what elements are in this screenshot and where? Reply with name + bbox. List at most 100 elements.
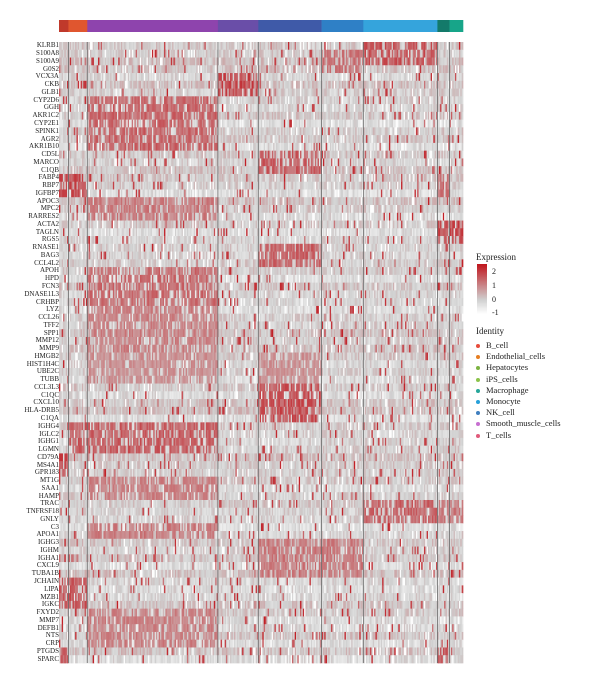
identity-label: Endothelial_cells (486, 351, 545, 361)
gene-label: CRHBP (36, 298, 59, 306)
gene-label: CRP (46, 640, 59, 647)
gene-label: ACTA2 (37, 220, 59, 228)
gene-label: CYP2E1 (34, 120, 59, 127)
gene-label: IGHG1 (38, 438, 59, 445)
color-scale-step (477, 287, 487, 290)
heatmap-row-HPD (59, 274, 464, 283)
gene-label: MARCO (33, 158, 59, 166)
heatmap-row-IGKC (59, 600, 464, 610)
gene-label: FCN3 (42, 283, 59, 290)
identity-item: Hepatocytes (476, 362, 528, 372)
heatmap-row-GGH (59, 104, 464, 113)
heatmap-row-HMGB2 (59, 352, 464, 361)
gene-label: G0S2 (43, 65, 59, 73)
gene-label: SPARC (37, 655, 59, 663)
color-scale-step (477, 312, 487, 314)
gene-label: C3 (51, 523, 59, 531)
heatmap-row-CKB (59, 80, 464, 89)
color-scale-step (477, 283, 487, 286)
gene-label: FXYD2 (36, 609, 59, 616)
heatmap-row-DEFB1 (59, 624, 464, 633)
gene-label: APOA1 (36, 531, 59, 538)
color-scale-step (477, 305, 487, 308)
heatmap-row-TAGLN (59, 228, 464, 237)
color-scale-step (477, 277, 487, 279)
gene-label: CCL4L2 (34, 259, 59, 267)
gene-label: BAG3 (41, 251, 59, 259)
heatmap-row-TNFRSF18 (59, 507, 464, 516)
gene-label: UBE2C (37, 368, 59, 375)
heatmap-row-FXYD2 (59, 608, 464, 617)
identity-item: Smooth_muscle_cells (476, 418, 561, 428)
gene-label: TAGLN (36, 228, 59, 236)
heatmap-row-CCL26 (59, 313, 464, 322)
gene-label: RGS5 (42, 236, 59, 243)
heatmap-row-MZB1 (59, 593, 464, 602)
heatmap-row-TUBB (59, 375, 464, 384)
heatmap-row-MMP12 (59, 336, 464, 346)
heatmap-row-CYP2D6 (59, 96, 464, 105)
cluster-bar-iPS_cells (217, 20, 259, 32)
cluster-bar-Monocyte (321, 20, 364, 32)
heatmap-row-RARRES2 (59, 212, 464, 221)
heatmap-row-LYZ (59, 305, 464, 315)
heatmap-row-IGHG4 (59, 422, 464, 431)
heatmap-row-IGHG1 (59, 437, 464, 446)
gene-label: GGH (44, 104, 59, 111)
gene-label: S100A9 (36, 57, 59, 65)
gene-label: MT1G (40, 477, 59, 484)
cluster-bar-B_cell (59, 20, 69, 32)
gene-label: CD5L (42, 151, 60, 158)
color-scale-step (477, 309, 487, 312)
gene-label: IGLC2 (39, 430, 59, 438)
identity-label: T_cells (486, 430, 511, 440)
identity-label: Smooth_muscle_cells (486, 418, 561, 428)
heatmap-row-SAA1 (59, 484, 464, 493)
gene-label: LYZ (46, 306, 59, 313)
expression-tick-neg1: -1 (492, 308, 499, 317)
heatmap-row-HAMP (59, 492, 464, 501)
heatmap-row-VCX3A (59, 73, 464, 82)
heatmap-row-IGLC2 (59, 430, 464, 439)
heatmap-row-S100A8 (59, 49, 464, 58)
heatmap-row-MT1G (59, 476, 464, 485)
identity-label: NK_cell (486, 407, 515, 417)
color-scale-step (477, 301, 487, 304)
cluster-color-bar (59, 20, 464, 32)
heatmap-row-NTS (59, 631, 464, 641)
gene-label: HMGB2 (34, 352, 59, 360)
gene-label: APOH (40, 267, 59, 274)
heatmap-row-RNASE1 (59, 243, 464, 252)
gene-label: TRAC (40, 500, 59, 507)
heatmap-row-RBP7 (59, 181, 464, 190)
color-scale-step (477, 266, 487, 269)
color-scale-step (477, 291, 487, 293)
gene-label: TNFRSF18 (26, 508, 59, 515)
gene-label: CCL26 (38, 314, 59, 321)
gene-label: KLRB1 (37, 42, 59, 49)
gene-label: TUBB (40, 376, 59, 383)
gene-label: AKR1C2 (33, 112, 59, 119)
heatmap-row-C1QB (59, 166, 464, 175)
heatmap-row-TRAC (59, 499, 464, 509)
gene-label: MZB1 (40, 593, 59, 601)
identity-dot-icon (476, 422, 480, 427)
gene-label: CXCL10 (33, 399, 59, 406)
identity-label: Hepatocytes (486, 362, 528, 372)
gene-label: HPD (45, 275, 59, 282)
gene-label: APOC3 (37, 197, 59, 205)
color-scale-step (477, 274, 487, 277)
identity-dot-icon (476, 344, 480, 349)
heatmap-row-GNLY (59, 515, 464, 524)
color-scale-step (477, 284, 487, 287)
heatmap-row-IGHA1 (59, 554, 464, 563)
heatmap-row-CCL4L2 (59, 259, 464, 268)
gene-label: RBP7 (42, 182, 59, 189)
expression-tick-0: 0 (492, 295, 496, 304)
color-scale-step (477, 279, 487, 282)
heatmap-row-G0S2 (59, 65, 464, 74)
heatmap-row-GLB1 (59, 88, 464, 97)
gene-label: PTGDS (37, 647, 59, 655)
heatmap-row-C1QA (59, 414, 464, 423)
heatmap-row-GPR183 (59, 468, 464, 478)
